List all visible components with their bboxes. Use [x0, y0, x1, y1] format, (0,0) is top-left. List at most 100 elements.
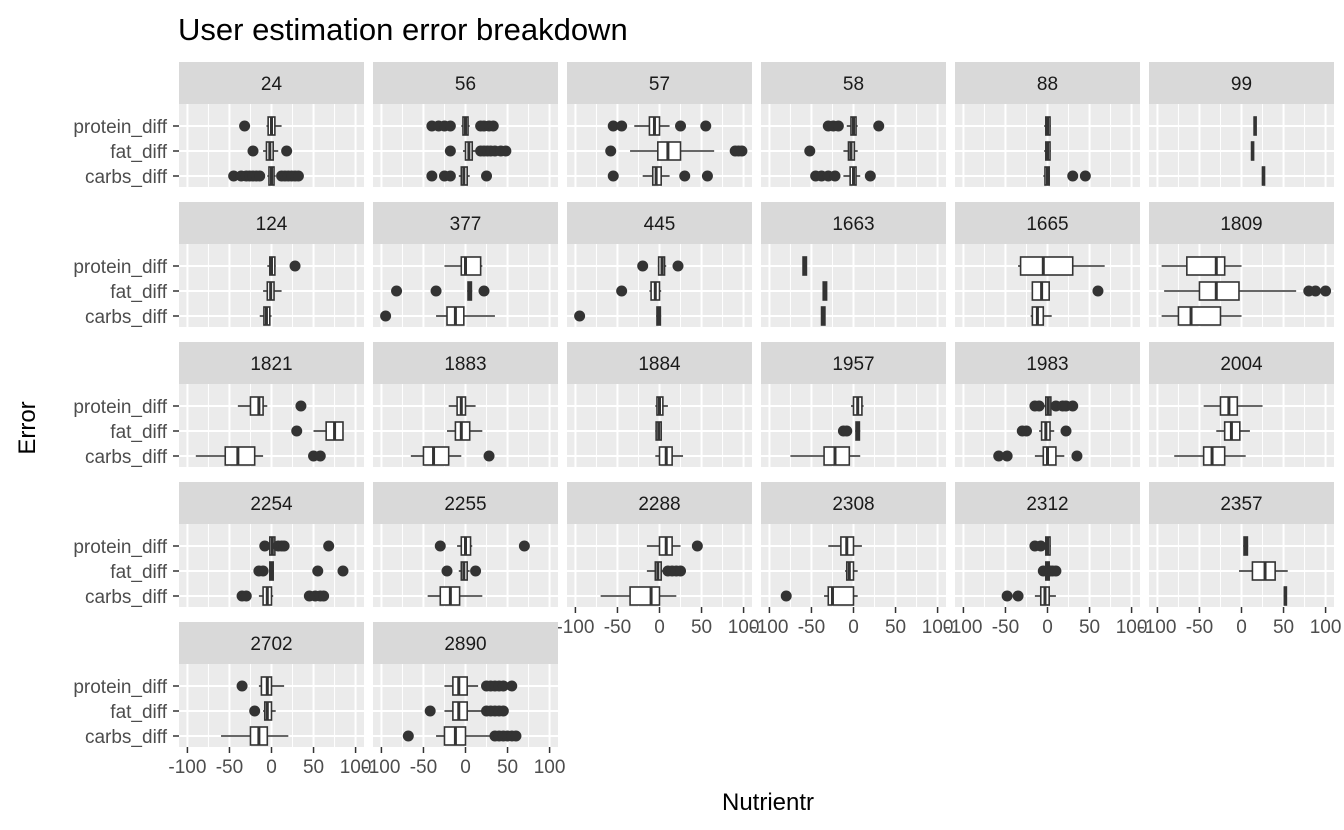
outlier-point — [637, 260, 649, 272]
facet-strip — [179, 342, 364, 384]
x-tick-label: 0 — [460, 757, 471, 778]
facet-strip — [955, 62, 1140, 104]
boxplot-carbs_diff — [574, 306, 662, 326]
boxplot-carbs_diff — [1001, 586, 1056, 606]
boxplot-carbs_diff — [1161, 306, 1242, 326]
outlier-point — [993, 450, 1005, 462]
boxplot-protein_diff — [444, 256, 483, 276]
facet-panel-1809: 1809 — [1149, 202, 1334, 327]
facet-label: 1665 — [1026, 214, 1068, 235]
facet-strip — [567, 202, 752, 244]
x-tick-label: 100 — [1116, 617, 1148, 638]
boxplot-protein_diff — [1044, 116, 1051, 136]
boxplot-carbs_diff — [402, 726, 522, 746]
facet-strip — [761, 482, 946, 524]
outlier-point — [1092, 285, 1104, 297]
x-tick-label: -100 — [556, 617, 594, 638]
facet-strip — [179, 202, 364, 244]
outlier-point — [314, 450, 326, 462]
x-tick-label: 50 — [1273, 617, 1294, 638]
facet-panel-445: 445 — [567, 202, 752, 327]
facet-label: 2255 — [444, 494, 486, 515]
box — [1198, 281, 1240, 301]
x-tick-label: -100 — [944, 617, 982, 638]
y-tick-label: fat_diff — [110, 702, 167, 723]
outlier-point — [864, 170, 876, 182]
boxplot-protein_diff — [426, 116, 499, 136]
boxplot-protein_diff — [239, 116, 282, 136]
facet-label: 1821 — [250, 354, 292, 375]
outlier-point — [672, 260, 684, 272]
outlier-point — [691, 540, 703, 552]
facet-panel-2357: 2357 -100 -50 0 50 100 — [1138, 482, 1341, 638]
boxplot-carbs_diff — [380, 306, 495, 326]
outlier-point — [291, 425, 303, 437]
outlier-point — [736, 145, 748, 157]
facet-strip — [373, 62, 558, 104]
boxplot-protein_diff — [646, 536, 703, 556]
x-tick-label: 50 — [303, 757, 324, 778]
boxplot-protein_diff — [655, 396, 668, 416]
x-tick-label: 100 — [922, 617, 954, 638]
outlier-point — [257, 565, 269, 577]
outlier-point — [780, 590, 792, 602]
facet-label: 24 — [261, 74, 283, 95]
boxplot-protein_diff — [1161, 256, 1242, 276]
outlier-point — [434, 540, 446, 552]
x-tick-label: 100 — [1310, 617, 1342, 638]
boxplot-carbs_diff — [1261, 166, 1266, 186]
facet-strip — [567, 62, 752, 104]
x-tick-label: 100 — [340, 757, 372, 778]
facet-strip — [955, 342, 1140, 384]
x-tick-label: 50 — [885, 617, 906, 638]
y-tick-label: protein_diff — [73, 677, 167, 698]
outlier-point — [506, 680, 518, 692]
boxplot-fat_diff — [249, 701, 276, 721]
outlier-point — [1067, 170, 1079, 182]
boxplot-carbs_diff — [655, 446, 684, 466]
facet-panel-1665: 1665 — [955, 202, 1140, 327]
boxplot-protein_diff — [1029, 536, 1051, 556]
outlier-point — [675, 120, 687, 132]
facet-strip — [373, 482, 558, 524]
boxplot-carbs_diff — [426, 166, 493, 186]
outlier-point — [391, 285, 403, 297]
facet-strip — [761, 342, 946, 384]
outlier-point — [228, 170, 240, 182]
boxplot-protein_diff — [259, 536, 335, 556]
facet-strip — [761, 202, 946, 244]
y-tick-label: carbs_diff — [85, 587, 168, 608]
facet-label: 88 — [1037, 74, 1058, 95]
outlier-point — [292, 170, 304, 182]
facet-label: 445 — [644, 214, 676, 235]
box — [827, 586, 855, 606]
outlier-point — [424, 705, 436, 717]
outlier-point — [281, 145, 293, 157]
outlier-point — [804, 145, 816, 157]
x-tick-label: -50 — [798, 617, 825, 638]
facet-strip — [1149, 342, 1334, 384]
facet-panel-2890: 2890 -100 -50 0 50 100 — [362, 622, 565, 778]
boxplot-carbs_diff — [1174, 446, 1246, 466]
outlier-point — [312, 565, 324, 577]
box — [823, 446, 851, 466]
facet-label: 1663 — [832, 214, 874, 235]
x-tick-label: 0 — [848, 617, 859, 638]
outlier-point — [832, 120, 844, 132]
facet-label: 377 — [450, 214, 482, 235]
facet-strip — [373, 342, 558, 384]
boxplot-carbs_diff — [993, 446, 1083, 466]
x-tick-label: 0 — [1042, 617, 1053, 638]
facet-label: 1883 — [444, 354, 486, 375]
boxplot-carbs_diff — [259, 306, 272, 326]
facet-strip — [179, 482, 364, 524]
boxplot-carbs_diff — [820, 306, 826, 326]
boxplot-carbs_diff — [195, 446, 326, 466]
outlier-point — [1067, 400, 1079, 412]
y-tick-label: carbs_diff — [85, 307, 168, 328]
x-tick-label: 100 — [728, 617, 760, 638]
box — [1019, 256, 1074, 276]
boxplot-fat_diff — [1238, 561, 1288, 581]
facet-strip — [373, 202, 558, 244]
